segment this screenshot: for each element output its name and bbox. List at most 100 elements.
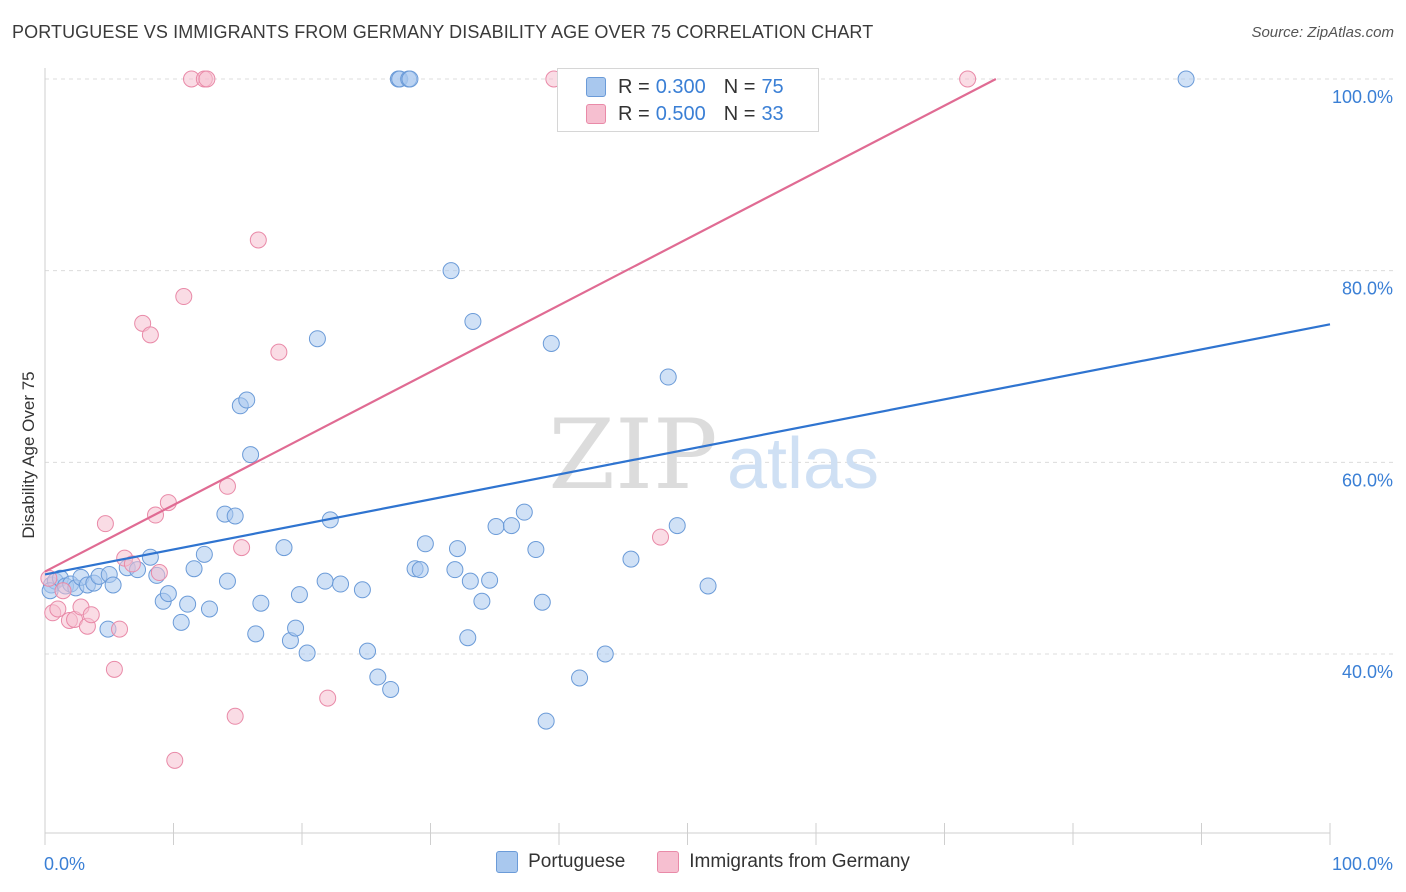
portuguese-point [316, 572, 334, 590]
germany-point [82, 606, 100, 624]
portuguese-point [218, 572, 236, 590]
portuguese-point [527, 541, 545, 559]
portuguese-trend-line [44, 323, 1331, 576]
portuguese-point [533, 593, 551, 611]
portuguese-point [699, 577, 717, 595]
germany-point [249, 231, 267, 249]
portuguese-point [382, 680, 400, 698]
portuguese-point [104, 576, 122, 594]
germany-point [233, 539, 251, 557]
legend-label-germany: Immigrants from Germany [689, 851, 910, 872]
legend-swatch-pink [657, 851, 680, 873]
y-tick-label: 60.0% [1342, 470, 1393, 490]
germany-trend-line [44, 78, 997, 573]
legend-label-portuguese: Portuguese [528, 851, 626, 872]
portuguese-point [459, 629, 477, 647]
germany-point [226, 707, 244, 725]
portuguese-point [226, 507, 244, 525]
germany-point [96, 515, 114, 533]
portuguese-point [195, 545, 213, 563]
watermark-atlas: atlas [727, 424, 879, 504]
germany-point [175, 288, 193, 306]
legend-n-value: 33 [761, 102, 784, 125]
portuguese-point [200, 600, 218, 618]
portuguese-point [369, 668, 387, 686]
portuguese-point [537, 712, 555, 730]
data-points [40, 70, 1195, 769]
x-tick-labels: 0.0% 100.0% [44, 854, 1393, 874]
legend-n-value: 75 [761, 75, 784, 98]
portuguese-point [571, 669, 589, 687]
germany-point [270, 343, 288, 361]
x-tick-label: 0.0% [44, 854, 85, 874]
germany-point [652, 528, 670, 546]
portuguese-point [179, 595, 197, 613]
portuguese-point [242, 446, 260, 464]
germany-point [141, 326, 159, 344]
legend-r-value: 0.500 [655, 102, 706, 125]
portuguese-point [416, 535, 434, 553]
legend-item-germany: Immigrants from Germany [657, 851, 910, 873]
portuguese-point [252, 594, 270, 612]
legend-n-label: N = [723, 75, 756, 98]
portuguese-point [668, 517, 686, 535]
source-label: Source: ZipAtlas.com [1251, 24, 1394, 41]
legend-swatch-blue [586, 77, 606, 97]
portuguese-point [487, 518, 505, 536]
portuguese-point [473, 592, 491, 610]
portuguese-point [172, 613, 190, 631]
portuguese-point [298, 644, 316, 662]
germany-point [123, 555, 141, 573]
series-legend: Portuguese Immigrants from Germany [0, 851, 1406, 873]
portuguese-point [287, 619, 305, 637]
legend-swatch-pink [586, 104, 606, 124]
legend-r-label: R = [618, 75, 650, 98]
legend-r-value: 0.300 [655, 75, 706, 98]
portuguese-point [515, 503, 533, 521]
portuguese-point [542, 335, 560, 352]
legend-item-portuguese: Portuguese [496, 851, 625, 873]
portuguese-point [353, 581, 371, 599]
portuguese-point [308, 330, 326, 348]
correlation-legend: R = 0.300 N = 75 R = 0.500 N = 33 [557, 68, 819, 132]
chart-title: PORTUGUESE VS IMMIGRANTS FROM GERMANY DI… [12, 22, 874, 42]
portuguese-point [247, 625, 265, 643]
portuguese-point [411, 561, 429, 579]
portuguese-point [359, 642, 377, 660]
portuguese-point [622, 550, 640, 568]
portuguese-point [596, 645, 614, 663]
portuguese-point [275, 539, 293, 557]
portuguese-point [290, 586, 308, 604]
watermark-zip: ZIP [548, 399, 717, 511]
germany-point [49, 600, 67, 618]
gridlines [45, 78, 1395, 655]
germany-point [166, 751, 184, 769]
portuguese-point [332, 575, 350, 593]
portuguese-point [464, 312, 482, 330]
portuguese-point [461, 572, 479, 590]
germany-point [111, 620, 129, 638]
portuguese-point [481, 571, 499, 589]
germany-point [105, 660, 123, 678]
portuguese-point [159, 585, 177, 603]
y-tick-label: 40.0% [1342, 662, 1393, 682]
y-tick-label: 100.0% [1332, 87, 1393, 107]
legend-n-label: N = [723, 102, 756, 125]
portuguese-point [502, 517, 520, 535]
portuguese-point [1177, 70, 1195, 88]
portuguese-point [238, 391, 256, 409]
portuguese-point [442, 262, 460, 280]
portuguese-point [659, 368, 677, 386]
y-tick-label: 80.0% [1342, 279, 1393, 299]
trend-lines [44, 78, 1331, 576]
germany-point [150, 564, 168, 582]
germany-point [959, 70, 977, 88]
portuguese-point [448, 540, 466, 558]
y-tick-labels: 40.0% 60.0% 80.0% 100.0% [1332, 87, 1393, 682]
legend-row-portuguese: R = 0.300 N = 75 [586, 74, 784, 100]
legend-row-germany: R = 0.500 N = 33 [586, 101, 784, 127]
watermark: ZIP atlas [548, 399, 879, 511]
portuguese-point [446, 561, 464, 579]
portuguese-point [141, 548, 159, 566]
